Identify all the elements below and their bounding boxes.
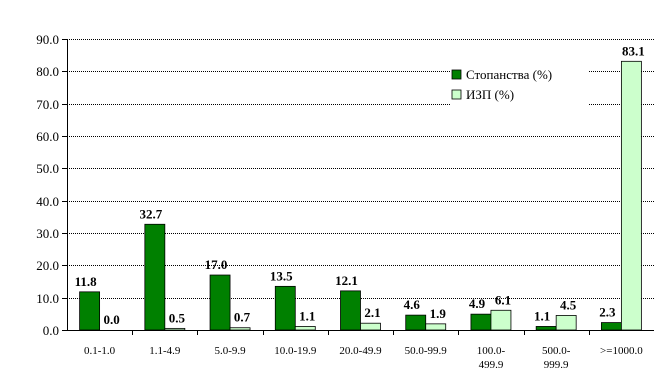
x-tick-label: >=1000.0 — [600, 345, 643, 357]
bar-stopanstva — [535, 326, 557, 331]
x-tick-label: 100.0- — [477, 345, 506, 357]
data-label: 0.7 — [234, 310, 251, 325]
bar-izp — [164, 327, 186, 331]
bar-izp — [425, 323, 447, 331]
data-label: 12.1 — [335, 273, 358, 288]
legend-label-izp: ИЗП (%) — [466, 87, 514, 102]
y-tick-label: 80.0 — [36, 64, 59, 79]
legend-label-stopanstva: Стопанства (%) — [466, 67, 552, 82]
data-label: 0.5 — [169, 310, 186, 325]
x-tick-label: 20.0-49.9 — [339, 345, 382, 357]
y-tick-label: 70.0 — [36, 97, 59, 112]
bar-izp — [490, 309, 512, 331]
x-tick-label: 1.1-4.9 — [149, 345, 181, 357]
x-tick-label: 50.0-99.9 — [405, 345, 448, 357]
data-label: 83.1 — [622, 43, 645, 58]
data-label: 4.6 — [404, 297, 421, 312]
y-tick-label: 30.0 — [36, 226, 59, 241]
data-label: 4.5 — [560, 297, 577, 312]
bar-stopanstva — [470, 313, 492, 331]
bar-stopanstva — [274, 285, 296, 331]
bar-stopanstva — [144, 223, 166, 331]
x-tick-label: 500.0- — [542, 345, 571, 357]
bar-stopanstva — [600, 322, 622, 331]
data-label: 1.1 — [534, 308, 550, 323]
y-tick-label: 90.0 — [36, 32, 59, 47]
bar-izp — [360, 322, 381, 331]
axes — [62, 39, 654, 335]
legend-box — [450, 64, 588, 108]
bar-izp — [620, 60, 642, 331]
x-tick-label: 999.9 — [544, 359, 569, 371]
bar-izp — [229, 327, 251, 331]
y-tick-label: 40.0 — [36, 194, 59, 209]
y-tick-label: 0.0 — [43, 323, 59, 338]
y-tick-label: 60.0 — [36, 129, 59, 144]
bar-stopanstva — [405, 314, 427, 331]
data-label: 2.3 — [599, 305, 616, 320]
legend-swatch-stopanstva — [451, 69, 462, 80]
y-tick-label: 10.0 — [36, 291, 59, 306]
x-tick-label: 0.1-1.0 — [84, 345, 116, 357]
x-tick-label: 5.0-9.9 — [214, 345, 246, 357]
legend: Стопанства (%) ИЗП (%) — [450, 64, 588, 108]
data-label: 32.7 — [139, 206, 162, 221]
bar-izp — [555, 315, 577, 331]
bar-stopanstva — [340, 290, 361, 331]
bar-izp — [294, 326, 316, 331]
bar-stopanstva — [209, 274, 231, 331]
legend-swatch-izp — [451, 89, 462, 100]
data-label: 6.1 — [495, 292, 511, 307]
data-label: 1.9 — [430, 306, 447, 321]
data-label: 0.0 — [103, 312, 119, 327]
data-label: 13.5 — [270, 268, 293, 283]
bar-stopanstva — [79, 291, 101, 331]
x-tick-label: 10.0-19.9 — [274, 345, 317, 357]
data-label: 17.0 — [205, 257, 228, 272]
y-tick-label: 20.0 — [36, 258, 59, 273]
y-tick-label: 50.0 — [36, 161, 59, 176]
data-label: 4.9 — [469, 296, 486, 311]
labels: 0.0 10.0 20.0 30.0 40.0 50.0 60.0 70.0 80.0 90.0 1… — [36, 32, 645, 371]
data-label: 1.1 — [299, 308, 315, 323]
x-tick-label: 499.9 — [479, 359, 504, 371]
bars — [79, 60, 642, 331]
data-label: 2.1 — [364, 305, 380, 320]
data-label: 11.8 — [75, 274, 98, 289]
